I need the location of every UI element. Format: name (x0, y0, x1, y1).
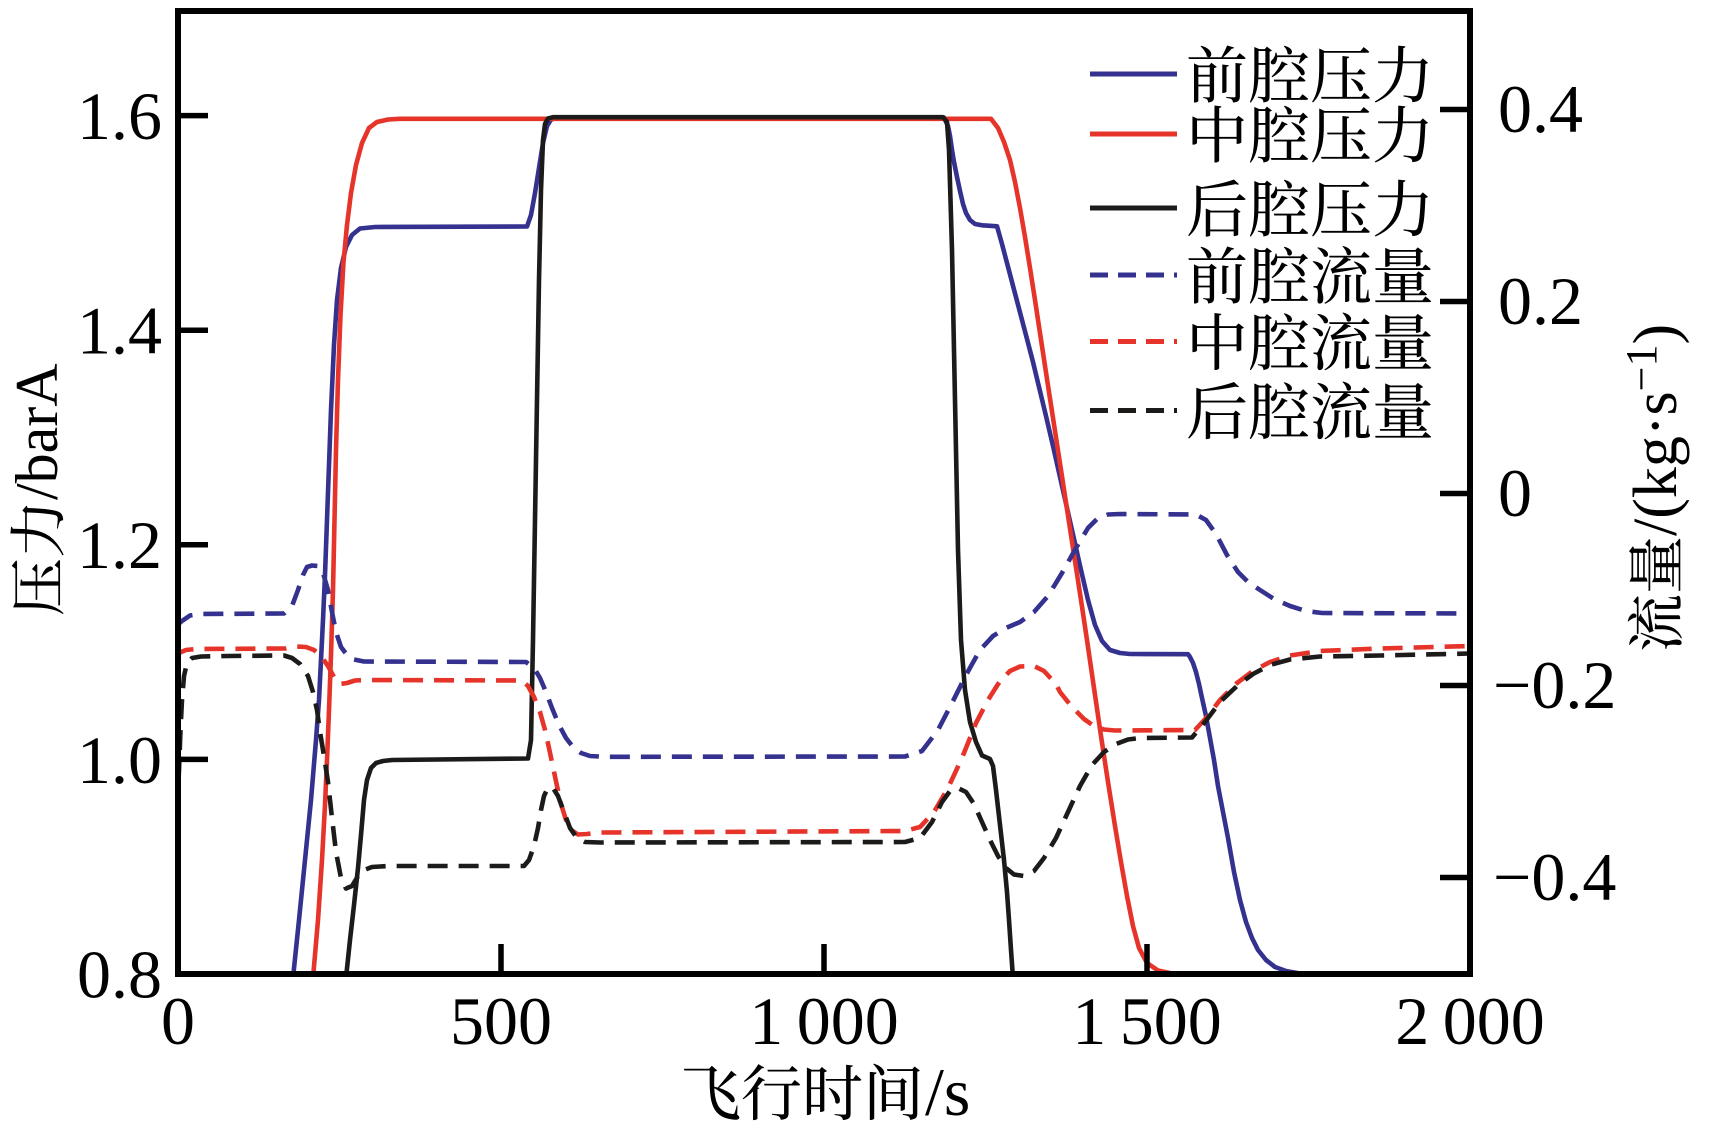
svg-text:1 000: 1 000 (749, 983, 899, 1059)
svg-text:−0.4: −0.4 (1493, 839, 1616, 915)
svg-text:1.2: 1.2 (77, 507, 162, 583)
svg-text:1.6: 1.6 (77, 78, 162, 154)
svg-text:1.0: 1.0 (77, 722, 162, 798)
svg-text:/barA: /barA (4, 363, 70, 500)
svg-text:0.4: 0.4 (1498, 71, 1583, 147)
svg-text:500: 500 (450, 983, 552, 1059)
svg-text:/s: /s (925, 1054, 970, 1130)
svg-text:0: 0 (161, 983, 195, 1059)
svg-text:0.8: 0.8 (77, 936, 162, 1012)
svg-text:−0.2: −0.2 (1493, 647, 1616, 723)
svg-text:1 500: 1 500 (1072, 983, 1222, 1059)
svg-text:1.4: 1.4 (77, 293, 162, 369)
svg-text:0: 0 (1498, 455, 1532, 531)
svg-text:2 000: 2 000 (1395, 983, 1545, 1059)
svg-text:0.2: 0.2 (1498, 263, 1583, 339)
